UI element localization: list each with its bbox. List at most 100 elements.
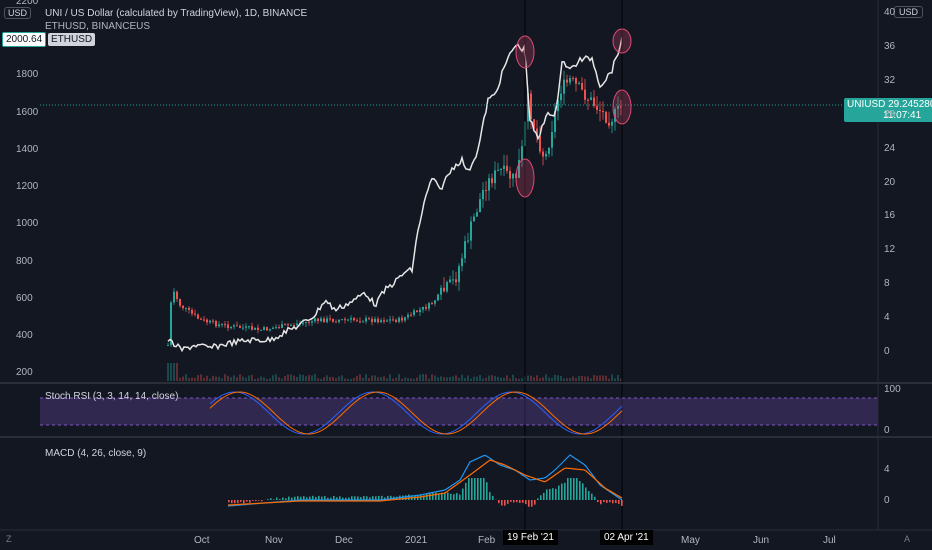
candle-body — [581, 82, 583, 90]
volume-bar — [476, 376, 478, 381]
left-currency-label[interactable]: USD — [4, 7, 32, 19]
candle-body — [197, 314, 199, 319]
macd-hist-bar — [549, 488, 551, 500]
candle-body — [500, 168, 502, 170]
macd-hist-bar — [525, 500, 527, 505]
volume-bar — [437, 377, 439, 381]
volume-bar — [422, 374, 424, 381]
volume-bar — [374, 375, 376, 381]
compare-symbol-title[interactable]: ETHUSD, BINANCEUS — [45, 21, 151, 32]
volume-bar — [221, 378, 223, 381]
candle-body — [578, 82, 580, 84]
volume-bar — [446, 377, 448, 381]
candle-body — [440, 287, 442, 295]
candle-body — [458, 266, 460, 283]
candle-body — [290, 324, 292, 326]
stoch-tick-100: 100 — [884, 384, 901, 395]
candle-body — [251, 326, 253, 330]
candle-body — [482, 190, 484, 200]
right-tick-1: 36 — [884, 41, 896, 52]
candle-body — [245, 326, 247, 328]
eth-symbol-tag: ETHUSD — [48, 33, 96, 46]
macd-hist-bar — [228, 500, 230, 503]
volume-bar — [440, 376, 442, 381]
goto-date-icon[interactable]: Z — [6, 534, 12, 544]
candle-body — [176, 291, 178, 299]
candle-body — [323, 318, 325, 323]
candle-body — [584, 89, 586, 100]
volume-bar — [368, 378, 370, 381]
macd-hist-bar — [351, 496, 353, 500]
volume-bars — [167, 363, 622, 381]
macd-hist-bar — [285, 498, 287, 500]
candle-body — [464, 241, 466, 259]
candle-body — [287, 324, 289, 326]
uni-price-tag: UNIUSD 29.24528001 11:07:41 — [844, 98, 932, 122]
volume-bar — [245, 377, 247, 381]
volume-bar — [458, 377, 460, 381]
volume-bar — [425, 374, 427, 381]
volume-bar — [263, 377, 265, 381]
macd-hist-bar — [453, 494, 455, 500]
volume-bar — [353, 377, 355, 381]
macd-hist-bar — [480, 478, 482, 500]
candle-body — [350, 318, 352, 320]
volume-bar — [317, 378, 319, 381]
candle-body — [611, 121, 613, 126]
macd-hist-bar — [318, 495, 320, 500]
macd-label[interactable]: MACD (4, 26, close, 9) — [45, 448, 147, 459]
candle-body — [554, 111, 556, 132]
volume-bar — [350, 378, 352, 381]
volume-bar — [209, 378, 211, 381]
volume-bar — [266, 378, 268, 381]
volume-bar — [173, 363, 175, 381]
candle-body — [389, 319, 391, 321]
volume-bar — [617, 374, 619, 381]
candle-body — [230, 326, 232, 329]
macd-hist-bar — [489, 492, 491, 500]
volume-bar — [398, 374, 400, 381]
volume-bar — [191, 377, 193, 381]
volume-bar — [323, 377, 325, 381]
volume-bar — [620, 378, 622, 381]
volume-bar — [542, 377, 544, 381]
candle-body — [167, 344, 169, 346]
right-tick-10: 0 — [884, 346, 890, 357]
macd-hist-bar — [444, 493, 446, 500]
candle-body — [275, 327, 277, 329]
volume-bar — [506, 375, 508, 381]
candle-body — [425, 306, 427, 309]
candle-body — [239, 325, 241, 328]
volume-bar — [431, 374, 433, 381]
macd-hist-bar — [456, 493, 458, 500]
volume-bar — [188, 378, 190, 381]
candle-body — [569, 78, 571, 83]
volume-bar — [434, 375, 436, 381]
stoch-rsi-label[interactable]: Stoch RSI (3, 3, 14, 14, close) — [45, 391, 179, 402]
candle-body — [380, 320, 382, 323]
volume-bar — [251, 374, 253, 381]
macd-hist-bar — [486, 482, 488, 500]
candle-body — [512, 173, 514, 179]
volume-bar — [608, 378, 610, 381]
macd-hist-bar — [276, 497, 278, 500]
macd-hist-bar — [597, 500, 599, 503]
volume-bar — [536, 375, 538, 381]
volume-bar — [233, 375, 235, 381]
candle-body — [434, 300, 436, 304]
time-tick-8: Jul — [823, 535, 836, 546]
candle-body — [368, 318, 370, 320]
auto-scale-icon[interactable]: A — [904, 534, 911, 544]
highlight-circle-3 — [612, 28, 632, 54]
macd-hist-bar — [471, 478, 473, 500]
right-currency-label[interactable]: USD — [894, 6, 924, 18]
macd-histogram — [228, 478, 623, 507]
symbol-title[interactable]: UNI / US Dollar (calculated by TradingVi… — [45, 8, 308, 19]
volume-bar — [290, 374, 292, 381]
macd-hist-bar — [519, 500, 521, 503]
macd-hist-bar — [261, 500, 263, 502]
candle-body — [422, 306, 424, 310]
macd-hist-bar — [234, 500, 236, 504]
candle-body — [308, 322, 310, 324]
